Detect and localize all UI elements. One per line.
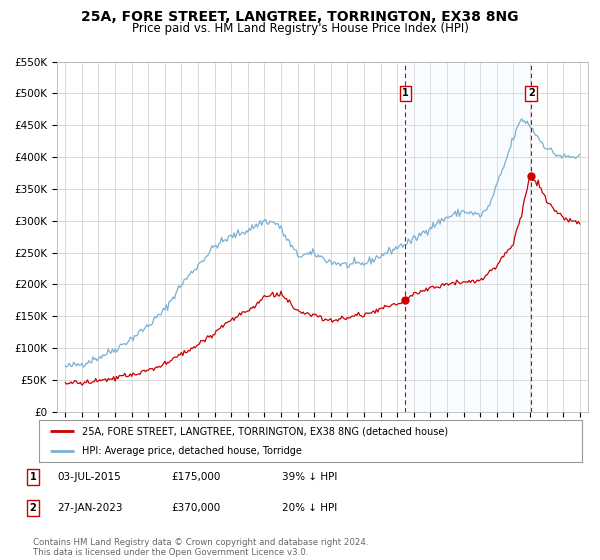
Text: Contains HM Land Registry data © Crown copyright and database right 2024.
This d: Contains HM Land Registry data © Crown c… bbox=[33, 538, 368, 557]
Text: 25A, FORE STREET, LANGTREE, TORRINGTON, EX38 8NG (detached house): 25A, FORE STREET, LANGTREE, TORRINGTON, … bbox=[82, 426, 449, 436]
Text: 2: 2 bbox=[29, 503, 37, 513]
Text: £370,000: £370,000 bbox=[171, 503, 220, 513]
Text: 03-JUL-2015: 03-JUL-2015 bbox=[57, 472, 121, 482]
Text: 25A, FORE STREET, LANGTREE, TORRINGTON, EX38 8NG: 25A, FORE STREET, LANGTREE, TORRINGTON, … bbox=[81, 10, 519, 24]
Text: 20% ↓ HPI: 20% ↓ HPI bbox=[282, 503, 337, 513]
Text: Price paid vs. HM Land Registry's House Price Index (HPI): Price paid vs. HM Land Registry's House … bbox=[131, 22, 469, 35]
Text: 39% ↓ HPI: 39% ↓ HPI bbox=[282, 472, 337, 482]
Text: 1: 1 bbox=[29, 472, 37, 482]
Bar bbox=[406, 62, 531, 412]
Text: 1: 1 bbox=[402, 88, 409, 99]
Text: 27-JAN-2023: 27-JAN-2023 bbox=[57, 503, 122, 513]
Text: HPI: Average price, detached house, Torridge: HPI: Average price, detached house, Torr… bbox=[82, 446, 302, 456]
Text: 2: 2 bbox=[528, 88, 535, 99]
Text: £175,000: £175,000 bbox=[171, 472, 220, 482]
